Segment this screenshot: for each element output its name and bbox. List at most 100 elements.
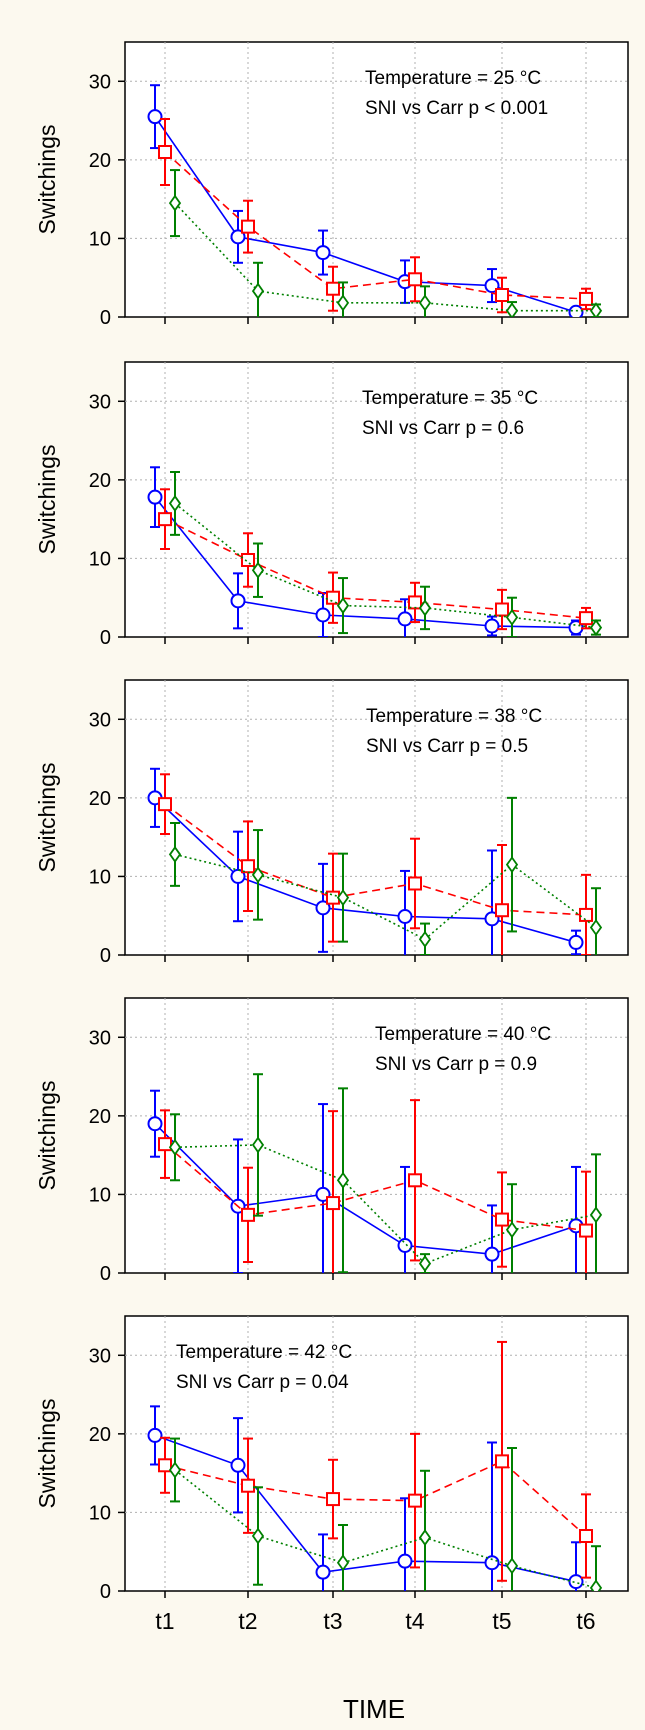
data-point [484,1246,500,1262]
annotation-text: SNI vs Carr p = 0.6 [362,418,524,439]
y-tick-label: 10 [89,228,111,250]
data-point [418,1255,432,1273]
data-point [158,145,172,159]
x-tick-label: t2 [238,1608,257,1634]
annotation-text: Temperature = 35 °C [362,388,538,409]
plot-series-layer [147,84,603,317]
data-point [495,1454,509,1469]
series-line [164,1143,587,1232]
y-tick-label: 30 [89,1027,111,1049]
y-axis-title: Switchings [34,125,60,235]
data-point [336,1171,350,1189]
data-point [336,1554,350,1572]
plot-area [124,361,629,638]
data-point [241,553,255,567]
x-tick-label: t4 [405,1608,424,1634]
data-point [397,1238,413,1253]
data-point [505,302,519,317]
data-point [168,494,182,512]
series-line [164,803,587,916]
data-point [589,619,603,637]
y-tick-label: 0 [100,1263,111,1285]
y-tick-label: 20 [89,1106,111,1128]
plot-series-layer [147,1340,603,1591]
plot-area [124,679,629,956]
data-point [418,599,432,617]
data-point [336,889,350,907]
data-point [397,1553,413,1569]
chart-panel: 0 10 20 30 Switchings Temperature = 25 °C SNI … [34,41,629,329]
y-tick-label: 0 [100,307,111,329]
y-tick-label: 10 [89,548,111,570]
data-point [397,909,413,924]
data-point [408,1493,422,1508]
y-axis-title: Switchings [34,1399,60,1509]
data-point [315,245,331,261]
data-point [158,512,172,527]
data-point [241,859,255,874]
data-point [158,1458,172,1473]
y-tick-label: 10 [89,1502,111,1524]
y-tick-label: 10 [89,866,111,888]
series-line [164,1460,587,1537]
chart-panel: 0 10 20 30 Switchings Temperature = 38 °C SNI … [34,679,629,967]
data-point [315,607,331,623]
data-point [168,1138,182,1156]
y-tick-label: 20 [89,1424,111,1446]
data-point [336,294,350,312]
data-point [579,291,593,306]
annotation-text: SNI vs Carr p < 0.001 [365,98,548,119]
series-line [164,518,587,619]
data-point [568,304,584,317]
data-point [147,489,163,505]
data-point [168,845,182,863]
x-axis-title: TIME [343,1694,405,1724]
y-axis-title: Switchings [34,1081,60,1191]
data-point [495,903,509,918]
data-point [505,608,519,626]
data-point [168,194,182,212]
data-point [147,109,163,125]
annotation-text: Temperature = 42 °C [176,1342,352,1363]
y-tick-label: 30 [89,391,111,413]
annotation-text: SNI vs Carr p = 0.9 [375,1054,537,1075]
plot-series-layer [147,466,603,637]
data-point [568,1574,584,1590]
annotation-text: Temperature = 25 °C [365,68,541,89]
data-point [589,1579,603,1591]
data-point [589,918,603,937]
annotation-text: SNI vs Carr p = 0.04 [176,1372,349,1393]
chart-panel: 0 10 20 30 Switchings Temperature = 35 °C SNI … [34,361,629,649]
data-point [579,611,593,626]
data-point [579,907,593,922]
data-point [579,1223,593,1238]
data-point [579,1529,593,1543]
series-line [154,496,577,629]
data-point [315,1564,331,1580]
data-point [158,797,172,812]
data-point [495,602,509,617]
y-tick-label: 30 [89,1345,111,1367]
data-point [418,1529,432,1547]
data-point [158,1137,172,1152]
data-point [484,618,500,634]
data-point [326,1492,340,1507]
x-tick-label: t6 [576,1608,595,1634]
y-axis-title: Switchings [34,445,60,555]
data-point [326,590,340,605]
annotation-text: SNI vs Carr p = 0.5 [366,736,528,757]
y-tick-label: 20 [89,470,111,492]
data-point [589,1206,603,1224]
y-tick-label: 30 [89,71,111,93]
data-point [589,302,603,317]
chart-panel: 0 10 20 30 Switchings Temperature = 40 °C SNI … [34,997,629,1285]
plot-series-layer [147,1073,603,1273]
data-point [241,1478,255,1493]
y-axis-title: Switchings [34,763,60,873]
data-point [147,1116,163,1132]
series-line [174,202,596,312]
series-line [174,853,597,941]
data-point [418,294,432,312]
annotation-text: Temperature = 38 °C [366,706,542,727]
